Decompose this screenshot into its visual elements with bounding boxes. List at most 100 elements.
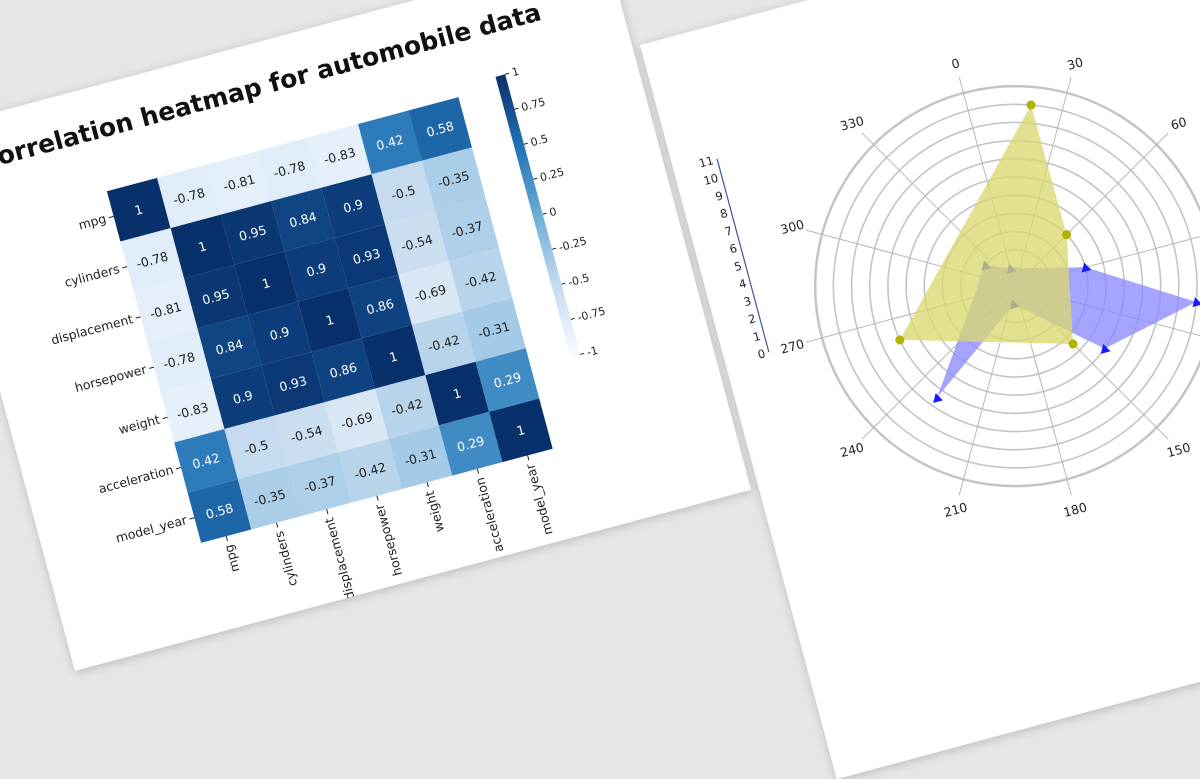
heatmap-cell: [284, 237, 349, 302]
radial-tick-label: 0: [756, 346, 767, 361]
heatmap-cell-value: 0.9: [231, 387, 254, 407]
heatmap-cell: [247, 301, 312, 366]
heatmap-cell: [448, 247, 513, 312]
heatmap-cell-value: 1: [133, 201, 145, 218]
heatmap-cell: [398, 261, 463, 325]
heatmap-cell-value: 1: [451, 385, 463, 402]
column-tick: [326, 509, 329, 515]
column-tick: [225, 536, 228, 542]
heatmap-cell: [297, 288, 362, 352]
colorbar-tick-label: 1: [510, 65, 520, 79]
heatmap-cell: [184, 264, 248, 329]
heatmap-cell: [408, 97, 472, 161]
heatmap-cell: [324, 388, 389, 453]
heatmap-cell: [133, 278, 198, 342]
heatmap-cell-value: 1: [324, 312, 336, 329]
heatmap-cell: [475, 348, 540, 412]
row-label: horsepower: [73, 361, 149, 395]
row-label: model_year: [114, 512, 189, 546]
series-point: [1026, 100, 1036, 110]
column-label: mpg: [221, 543, 243, 574]
heatmap-cell: [224, 415, 289, 480]
radial-axis-line: [716, 158, 770, 353]
row-tick: [162, 416, 168, 420]
heatmap-cell: [147, 328, 211, 393]
radial-tick-label: 2: [747, 311, 758, 326]
heatmap-cell-value: 0.9: [268, 324, 291, 344]
angle-tick-label: 330: [839, 113, 866, 134]
heatmap-cell: [257, 137, 322, 202]
colorbar-tick-label: 0.75: [520, 95, 547, 114]
colorbar: 1 0.75 0.5 0.25 0 -0.25 -0.5 -0.75 -1: [495, 65, 607, 359]
colorbar-tick: [551, 247, 557, 250]
polar-chart-card: 0306090120150180210240270300330012345678…: [640, 0, 1200, 779]
heatmap-cell: [321, 174, 385, 238]
heatmap-cell: [375, 375, 439, 439]
heatmap-cell-value: 0.93: [278, 373, 309, 395]
radial-tick-label: 6: [728, 241, 739, 256]
heatmap-cell-value: 0.86: [365, 296, 396, 318]
row-tick: [135, 316, 141, 319]
row-label: weight: [117, 412, 162, 437]
column-label: horsepower: [371, 502, 405, 578]
heatmap-cell: [421, 147, 486, 212]
heatmap-cells: 1-0.78-0.81-0.78-0.830.420.58-0.7810.950…: [106, 97, 553, 543]
heatmap-cell-value: 0.84: [287, 209, 318, 231]
row-label: displacement: [49, 311, 134, 347]
heatmap-cell-value: 0.29: [492, 369, 523, 391]
heatmap-cell-value: 0.86: [328, 359, 359, 381]
heatmap-cell-value: 0.29: [455, 433, 486, 455]
heatmap-cell: [371, 160, 436, 225]
angle-tick-label: 300: [779, 216, 806, 237]
heatmap-cell: [311, 338, 376, 403]
angle-tick-label: 240: [839, 440, 866, 461]
column-label: acceleration: [472, 476, 506, 554]
column-label: model_year: [522, 461, 556, 536]
series-point: [1062, 230, 1072, 240]
heatmap-cell-value: 0.58: [204, 500, 235, 522]
heatmap-cell: [435, 197, 499, 262]
series-point: [1081, 262, 1092, 273]
heatmap-cell: [338, 438, 403, 503]
heatmap-cell-value: 0.9: [342, 196, 365, 216]
angle-tick-label: 0: [950, 55, 962, 72]
radial-tick-label: 3: [742, 294, 753, 309]
colorbar-tick: [570, 317, 575, 320]
series-point: [895, 335, 905, 345]
heatmap-cell: [462, 298, 526, 362]
heatmap-cell: [288, 452, 352, 516]
colorbar-tick-label: -1: [585, 344, 599, 359]
heatmap-cell: [174, 428, 238, 493]
radial-tick-label: 7: [723, 223, 734, 238]
heatmap-cell: [489, 398, 553, 463]
colorbar-tick-label: -0.25: [557, 234, 588, 254]
heatmap-card: Correlation heatmap for automobile data …: [0, 0, 752, 671]
column-tick: [527, 455, 530, 461]
heatmap-cell-value: 1: [388, 348, 400, 365]
radial-tick-label: 9: [714, 188, 725, 203]
heatmap-cell: [411, 311, 476, 376]
heatmap-cell-value: 1: [260, 275, 272, 292]
colorbar-tick: [523, 142, 528, 145]
heatmap-cell: [358, 110, 422, 175]
heatmap-cell: [120, 228, 185, 292]
heatmap-cell-value: 0.84: [214, 336, 245, 358]
heatmap-cell: [348, 274, 412, 339]
angle-tick-label: 30: [1065, 54, 1084, 73]
heatmap-cell-value: 1: [515, 422, 527, 439]
colorbar-tick-label: 0.5: [529, 132, 549, 149]
series-point: [1068, 339, 1078, 349]
colorbar-tick: [542, 212, 547, 215]
radial-tick-label: 11: [697, 153, 715, 170]
heatmap-cell: [307, 124, 372, 188]
heatmap-cell: [106, 177, 171, 242]
heatmap-cell: [170, 214, 235, 279]
polar-chart: 0306090120150180210240270300330012345678…: [697, 54, 1200, 520]
column-label: displacement: [321, 516, 357, 601]
heatmap-cell: [197, 315, 262, 379]
heatmap-cell: [261, 351, 325, 416]
heatmap-cell: [160, 378, 225, 443]
radial-tick-label: 10: [702, 171, 720, 188]
heatmap-cell: [384, 211, 449, 275]
